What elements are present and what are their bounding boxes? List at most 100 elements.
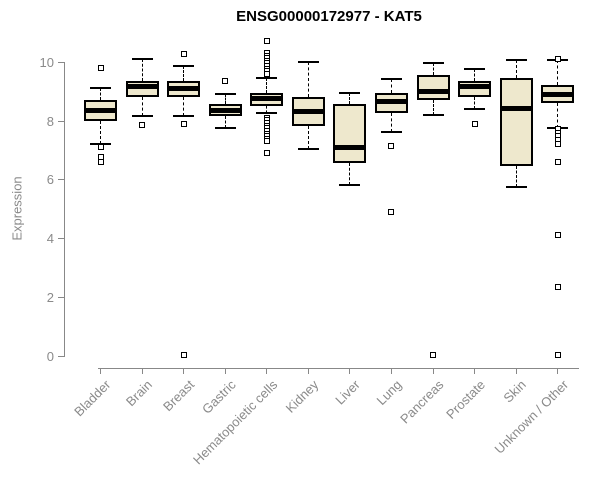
category-label: Pancreas <box>396 377 447 427</box>
outlier-point <box>554 158 561 165</box>
category-label: Skin <box>500 377 530 406</box>
x-axis-line <box>98 368 579 369</box>
whisker-cap-low <box>380 131 402 134</box>
outlier-point <box>430 351 437 358</box>
whisker-cap-low <box>214 126 236 129</box>
whisker-cap-low <box>339 184 361 187</box>
upper-whisker <box>349 92 351 105</box>
y-tick <box>58 120 65 122</box>
whisker-cap-high <box>505 59 527 62</box>
upper-whisker <box>307 61 309 97</box>
x-tick <box>557 368 559 374</box>
outlier-point <box>97 64 104 71</box>
median-line <box>167 85 201 91</box>
y-tick <box>58 356 65 357</box>
category-label: Lung <box>373 377 405 409</box>
x-tick <box>141 368 143 374</box>
whisker-cap-high <box>339 91 361 94</box>
y-tick-label: 2 <box>46 290 54 306</box>
category-label: Brain <box>123 377 156 410</box>
outlier-point <box>180 120 187 127</box>
upper-whisker <box>266 77 268 93</box>
outlier-point <box>471 120 478 127</box>
outlier-point <box>139 121 146 128</box>
outlier-point <box>222 77 229 84</box>
outlier-point <box>388 208 395 215</box>
whisker-cap-low <box>256 112 278 115</box>
whisker-cap-high <box>131 57 153 60</box>
outlier-point <box>180 351 187 358</box>
upper-whisker <box>224 94 226 105</box>
whisker-cap-low <box>422 113 444 116</box>
lower-whisker <box>307 126 309 149</box>
outlier-point <box>554 283 561 290</box>
outlier-point <box>388 142 395 149</box>
lower-whisker <box>349 163 351 186</box>
median-line <box>458 84 492 90</box>
median-line <box>333 144 367 150</box>
median-line <box>250 95 284 101</box>
lower-whisker <box>557 102 559 128</box>
x-tick <box>432 368 434 374</box>
category-label: Bladder <box>71 377 114 420</box>
upper-whisker <box>557 60 559 86</box>
upper-whisker <box>100 88 101 100</box>
median-line <box>416 88 450 94</box>
y-tick-label: 4 <box>46 231 54 247</box>
box <box>416 74 450 100</box>
box <box>499 77 533 167</box>
x-tick <box>349 368 351 374</box>
y-axis-title: Expression <box>9 176 25 241</box>
category-label: Liver <box>332 377 364 408</box>
median-line <box>541 91 575 97</box>
median-line <box>125 84 159 90</box>
whisker-cap-high <box>464 68 486 71</box>
median-line <box>291 109 325 115</box>
whisker-cap-high <box>256 76 278 79</box>
category-label: Breast <box>159 377 197 415</box>
lower-whisker <box>432 99 434 115</box>
whisker-cap-low <box>173 115 195 118</box>
box <box>333 104 367 164</box>
y-tick <box>58 238 65 240</box>
lower-whisker <box>474 97 476 109</box>
outlier-point <box>554 351 561 358</box>
outlier-point <box>180 51 187 58</box>
x-tick <box>224 368 226 374</box>
upper-whisker <box>432 63 434 75</box>
y-tick-label: 10 <box>39 54 54 70</box>
whisker-cap-low <box>464 107 486 110</box>
upper-whisker <box>515 60 517 78</box>
y-tick-label: 0 <box>46 349 54 364</box>
whisker-cap-high <box>297 60 319 63</box>
lower-whisker <box>515 166 517 187</box>
whisker-cap-high <box>380 78 402 81</box>
median-line <box>84 107 117 113</box>
outlier-point <box>97 158 104 165</box>
whisker-cap-high <box>422 62 444 65</box>
median-line <box>208 107 242 113</box>
outlier-point <box>263 71 270 78</box>
category-label: Unknown / Other <box>491 377 571 457</box>
category-label: Gastric <box>198 377 239 417</box>
x-tick <box>474 368 476 374</box>
whisker-cap-low <box>297 147 319 150</box>
lower-whisker <box>390 113 392 133</box>
lower-whisker <box>183 97 185 117</box>
lower-whisker <box>224 116 226 128</box>
outlier-point <box>263 149 270 156</box>
outlier-point <box>554 232 561 239</box>
y-tick <box>58 297 65 299</box>
upper-whisker <box>390 79 392 93</box>
y-tick <box>58 179 65 181</box>
lower-whisker <box>266 105 268 114</box>
upper-whisker <box>183 66 185 81</box>
median-line <box>499 106 533 112</box>
x-tick <box>515 368 517 374</box>
y-tick <box>58 61 65 63</box>
outlier-point <box>263 38 270 45</box>
category-label: Prostate <box>442 377 488 422</box>
whisker-cap-high <box>214 93 236 96</box>
y-axis-line <box>64 61 65 356</box>
